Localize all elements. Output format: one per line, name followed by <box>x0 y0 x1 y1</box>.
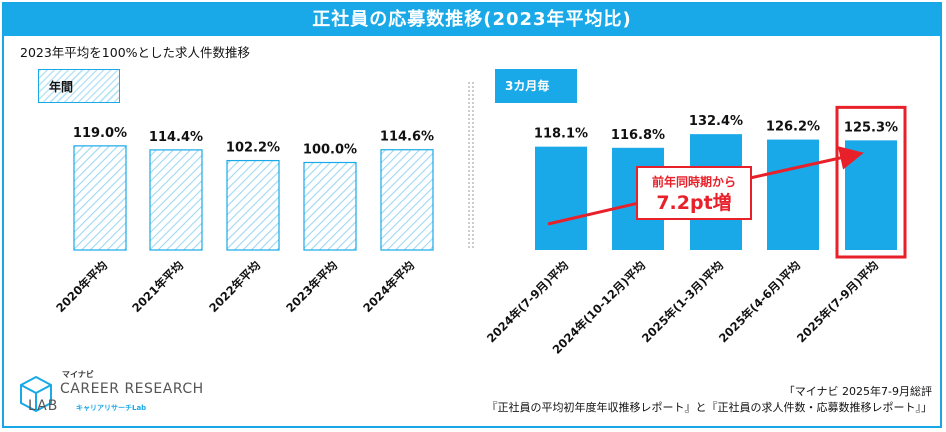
change-callout: 前年同時期から 7.2pt増 <box>636 166 752 220</box>
highlight-box <box>835 105 907 259</box>
career-research-lab-logo: マイナビ CAREER RESEARCH LAB キャリアリサーチLab <box>14 368 204 424</box>
quarterly-value-label: 126.2% <box>766 120 820 135</box>
quarterly-value-label: 116.8% <box>611 128 665 143</box>
callout-arrow-head <box>749 146 864 180</box>
annual-bar <box>380 149 434 251</box>
quarterly-badge: 3カ月毎 <box>495 69 577 103</box>
quarterly-bar <box>767 139 819 250</box>
annual-bar <box>149 149 203 251</box>
quarterly-value-label: 132.4% <box>689 114 743 129</box>
annual-category-label: 2022年平均 <box>206 258 263 315</box>
annual-value-label: 114.6% <box>380 130 434 145</box>
quarterly-category-label: 2024年(7-9月)平均 <box>484 258 571 345</box>
quarterly-category-label: 2025年(1-3月)平均 <box>639 258 726 345</box>
cube-logo-icon <box>20 375 52 413</box>
logo-lab: LAB <box>28 398 59 414</box>
page-title: 正社員の応募数推移(2023年平均比) <box>4 4 940 36</box>
source-line1: 「マイナビ 2025年7-9月総評 <box>783 385 932 398</box>
quarterly-bar <box>845 140 897 250</box>
source-line2: 『正社員の平均初年度年収推移レポート』と『正社員の求人件数・応募数推移レポート』… <box>486 401 933 414</box>
annual-category-label: 2020年平均 <box>53 258 110 315</box>
annual-category-label: 2024年平均 <box>360 258 417 315</box>
callout-line2: 7.2pt増 <box>656 192 732 214</box>
chart-subtitle: 2023年平均を100%とした求人件数推移 <box>20 45 251 60</box>
annual-category-label: 2021年平均 <box>129 258 186 315</box>
logo-brand: マイナビ <box>62 370 94 379</box>
annual-value-label: 100.0% <box>303 143 357 158</box>
quarterly-category-label: 2025年(4-6月)平均 <box>716 258 803 345</box>
quarterly-bar <box>535 146 587 250</box>
annual-bar <box>303 161 357 251</box>
annual-value-label: 102.2% <box>226 141 280 156</box>
source-note: 「マイナビ 2025年7-9月総評 『正社員の平均初年度年収推移レポート』と『正… <box>487 384 933 416</box>
callout-line1: 前年同時期から <box>651 175 736 189</box>
logo-name: CAREER RESEARCH <box>60 381 204 397</box>
annual-bar <box>73 145 127 251</box>
annual-value-label: 114.4% <box>149 130 203 145</box>
quarterly-value-label: 125.3% <box>844 120 898 135</box>
annual-value-label: 119.0% <box>73 126 127 141</box>
annual-badge: 年間 <box>38 69 120 103</box>
quarterly-value-label: 118.1% <box>534 127 588 142</box>
annual-bar <box>226 159 280 251</box>
annual-category-label: 2023年平均 <box>283 258 340 315</box>
quarterly-category-label: 2025年(7-9月)平均 <box>794 258 881 345</box>
callout-arrow-tail <box>547 200 644 226</box>
logo-sub: キャリアリサーチLab <box>76 404 147 412</box>
